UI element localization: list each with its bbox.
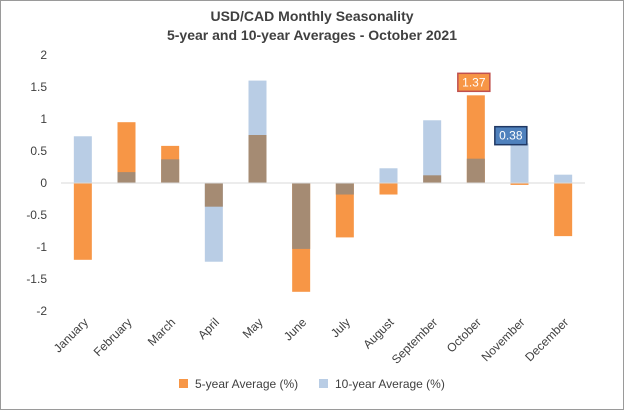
bar-10-year xyxy=(554,174,573,183)
bar-5-year xyxy=(379,183,398,195)
chart-subtitle: 5-year and 10-year Averages - October 20… xyxy=(167,27,457,43)
y-tick-label: 1.5 xyxy=(30,80,47,94)
x-tick-label: August xyxy=(360,315,397,352)
x-tick-label: November xyxy=(479,315,528,364)
bar-5-year xyxy=(335,183,354,238)
x-axis: January February March April May June July Augu… xyxy=(51,315,571,367)
y-tick-label: 0 xyxy=(40,176,47,190)
y-tick-label: -2 xyxy=(36,304,47,318)
data-callout-box xyxy=(457,72,491,93)
y-tick-label: 0.5 xyxy=(30,144,47,158)
x-tick-label: January xyxy=(51,315,91,355)
bar-overlap xyxy=(161,159,180,183)
bar-overlap xyxy=(292,183,311,249)
legend-label: 10-year Average (%) xyxy=(335,377,445,391)
x-tick-label: March xyxy=(145,315,178,348)
bar-5-year xyxy=(554,183,573,237)
y-tick-label: -0.5 xyxy=(26,208,47,222)
x-tick-label: February xyxy=(91,315,135,359)
y-axis: 2 1.5 1 0.5 0 -0.5 -1 -1.5 -2 xyxy=(26,48,47,318)
bar-10-year xyxy=(423,120,442,183)
data-callout-label: 0.38 xyxy=(499,129,523,143)
data-callout-label: 1.37 xyxy=(462,75,486,89)
x-tick-label: June xyxy=(281,315,310,344)
legend-label: 5-year Average (%) xyxy=(195,377,298,391)
chart-title: USD/CAD Monthly Seasonality xyxy=(210,8,413,24)
x-tick-label: April xyxy=(195,315,222,342)
data-callouts: 1.37 0.38 xyxy=(457,72,528,146)
bar-10-year xyxy=(510,143,529,183)
bar-overlap xyxy=(248,135,267,183)
x-tick-label: May xyxy=(240,315,266,341)
bar-5-year xyxy=(510,183,529,185)
legend-swatch-10-year xyxy=(319,379,328,388)
bar-10-year xyxy=(379,168,398,183)
x-tick-label: October xyxy=(444,315,484,355)
y-tick-label: -1 xyxy=(36,240,47,254)
x-tick-label: July xyxy=(328,315,353,340)
bar-10-year xyxy=(73,136,92,183)
bar-overlap xyxy=(423,175,442,183)
bar-overlap xyxy=(335,183,354,195)
bar-5-year xyxy=(73,183,92,260)
plot-area xyxy=(73,80,573,292)
y-tick-label: 1 xyxy=(40,112,47,126)
bar-overlap xyxy=(117,172,136,183)
y-tick-label: -1.5 xyxy=(26,272,47,286)
y-tick-label: 2 xyxy=(40,48,47,62)
bar-overlap xyxy=(204,183,223,207)
legend-swatch-5-year xyxy=(179,379,188,388)
legend: 5-year Average (%) 10-year Average (%) xyxy=(179,377,445,391)
x-tick-label: September xyxy=(389,315,440,366)
bar-5-year xyxy=(117,122,136,183)
data-callout-box xyxy=(494,125,528,146)
bar-overlap xyxy=(466,158,485,183)
x-tick-label: December xyxy=(522,315,571,364)
